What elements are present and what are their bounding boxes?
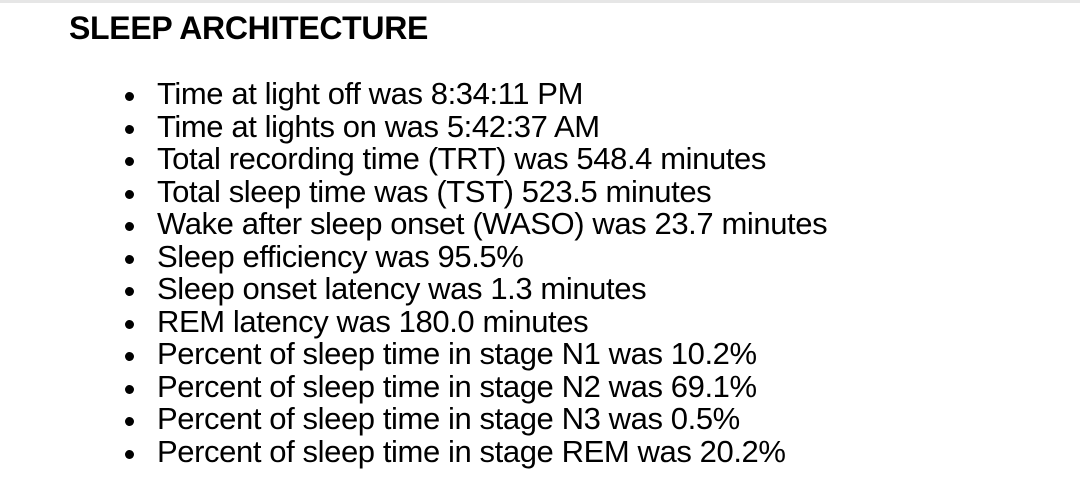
section-title: SLEEP ARCHITECTURE bbox=[69, 10, 429, 46]
bullet-icon bbox=[125, 417, 134, 426]
list-item-text: Sleep efficiency was 95.5% bbox=[157, 238, 524, 274]
top-divider bbox=[0, 0, 1080, 3]
bullet-icon bbox=[125, 124, 134, 134]
list-item-text: Sleep onset latency was 1.3 minutes bbox=[157, 271, 647, 306]
list-item-text: Time at lights on was 5:42:37 AM bbox=[157, 108, 600, 144]
bullet-icon bbox=[125, 449, 134, 459]
bullet-icon bbox=[125, 319, 134, 329]
list-item-text: Percent of sleep time in stage N2 was 69… bbox=[157, 368, 757, 404]
list-item-text: Percent of sleep time in stage REM was 2… bbox=[157, 433, 786, 469]
list-item-text: Wake after sleep onset (WASO) was 23.7 m… bbox=[157, 206, 828, 241]
bullet-icon bbox=[125, 384, 134, 394]
list-item-text: Percent of sleep time in stage N1 was 10… bbox=[157, 336, 757, 371]
bullet-icon bbox=[125, 254, 134, 264]
list-item-text: Total sleep time was (TST) 523.5 minutes bbox=[157, 173, 712, 209]
bullet-icon bbox=[125, 352, 134, 361]
bullet-icon bbox=[125, 222, 134, 231]
bullet-icon bbox=[125, 157, 134, 166]
list-item-text: Percent of sleep time in stage N3 was 0.… bbox=[157, 401, 740, 436]
bullet-icon bbox=[125, 189, 134, 199]
list-item-text: Total recording time (TRT) was 548.4 min… bbox=[157, 141, 766, 176]
list-item-text: REM latency was 180.0 minutes bbox=[157, 303, 589, 339]
list-item-text: Time at light off was 8:34:11 PM bbox=[157, 76, 583, 111]
bullet-icon bbox=[125, 92, 134, 101]
bullet-icon bbox=[125, 287, 134, 296]
